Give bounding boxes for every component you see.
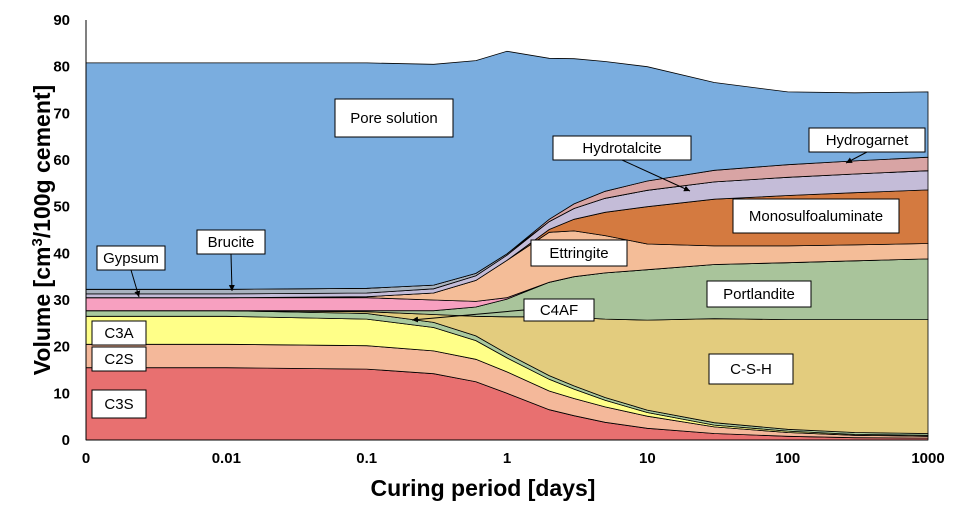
area-pore-solution	[85, 50, 929, 290]
x-tick-label: 1000	[911, 450, 944, 467]
axes-group	[85, 20, 928, 441]
label-box-brucite	[196, 229, 266, 255]
y-axis-title: Volume [cm3/100g cement]	[29, 85, 55, 375]
label-text-c3s: C3S	[104, 396, 133, 413]
label-text-c3a: C3A	[104, 325, 133, 342]
y-tick-label: 80	[53, 59, 70, 76]
area-series-group	[85, 50, 929, 441]
annotation-labels: Pore solution Hydrotalcite Hydrogarnet Mono…	[91, 98, 926, 419]
label-box-portlandite	[706, 280, 812, 308]
arrow-hydrogarnet	[845, 151, 868, 164]
x-tick-label: 10	[639, 450, 656, 467]
label-box-monosulfoaluminate	[732, 198, 900, 234]
arrow-gypsum	[130, 269, 141, 298]
x-tick-label: 100	[775, 450, 800, 467]
label-text-ettringite: Ettringite	[549, 245, 608, 262]
y-tick-label: 70	[53, 105, 70, 122]
label-box-gypsum	[96, 245, 166, 271]
x-tick-labels: 0 0.01 0.1 1 10 100 1000	[82, 450, 945, 467]
label-text-pore-solution: Pore solution	[350, 110, 438, 127]
y-tick-labels: 0 10 20 30 40 50 60 70 80 90	[53, 12, 70, 449]
label-hydrotalcite: Hydrotalcite	[552, 135, 692, 161]
label-c-s-h: C-S-H	[708, 353, 794, 385]
label-c2s: C2S	[91, 346, 147, 372]
label-brucite: Brucite	[196, 229, 266, 255]
label-box-c4af	[523, 298, 595, 322]
label-text-monosulfoaluminate: Monosulfoaluminate	[749, 208, 883, 225]
annotation-arrows	[130, 151, 868, 323]
label-text-c-s-h: C-S-H	[730, 361, 772, 378]
label-text-portlandite: Portlandite	[723, 286, 795, 303]
label-ettringite: Ettringite	[530, 239, 628, 267]
y-axis-title-sup: 3	[29, 238, 46, 246]
x-tick-label: 0.01	[212, 450, 241, 467]
x-axis-title: Curing period [days]	[371, 475, 596, 501]
y-tick-label: 40	[53, 245, 70, 262]
label-text-hydrogarnet: Hydrogarnet	[826, 132, 909, 149]
y-tick-label: 20	[53, 339, 70, 356]
y-axis-title-tail: /100g cement]	[29, 85, 55, 238]
y-tick-label: 50	[53, 199, 70, 216]
y-tick-label: 90	[53, 12, 70, 29]
label-pore-solution: Pore solution	[334, 98, 454, 138]
label-monosulfoaluminate: Monosulfoaluminate	[732, 198, 900, 234]
label-box-c3a	[91, 320, 147, 346]
label-box-ettringite	[530, 239, 628, 267]
y-tick-label: 10	[53, 385, 70, 402]
arrow-brucite	[228, 253, 235, 292]
label-c3a: C3A	[91, 320, 147, 346]
label-text-c4af: C4AF	[540, 302, 578, 319]
arrow-c4af	[411, 309, 525, 323]
y-tick-label: 30	[53, 292, 70, 309]
label-text-gypsum: Gypsum	[103, 250, 159, 267]
arrow-hydrotalcite	[621, 159, 691, 192]
x-tick-label: 0	[82, 450, 90, 467]
label-text-hydrotalcite: Hydrotalcite	[582, 140, 661, 157]
label-box-hydrogarnet	[808, 127, 926, 153]
label-box-pore-solution	[334, 98, 454, 138]
y-tick-label: 60	[53, 152, 70, 169]
label-hydrogarnet: Hydrogarnet	[808, 127, 926, 153]
x-tick-label: 1	[503, 450, 511, 467]
label-box-c3s	[91, 389, 147, 419]
label-box-hydrotalcite	[552, 135, 692, 161]
y-axis-title-main: Volume [cm	[29, 247, 55, 376]
label-box-c-s-h	[708, 353, 794, 385]
label-text-brucite: Brucite	[208, 234, 255, 251]
label-portlandite: Portlandite	[706, 280, 812, 308]
label-c3s: C3S	[91, 389, 147, 419]
label-c4af: C4AF	[523, 298, 595, 322]
y-tick-label: 0	[62, 432, 70, 449]
label-text-c2s: C2S	[104, 351, 133, 368]
label-gypsum: Gypsum	[96, 245, 166, 271]
x-tick-label: 0.1	[356, 450, 377, 467]
label-box-c2s	[91, 346, 147, 372]
